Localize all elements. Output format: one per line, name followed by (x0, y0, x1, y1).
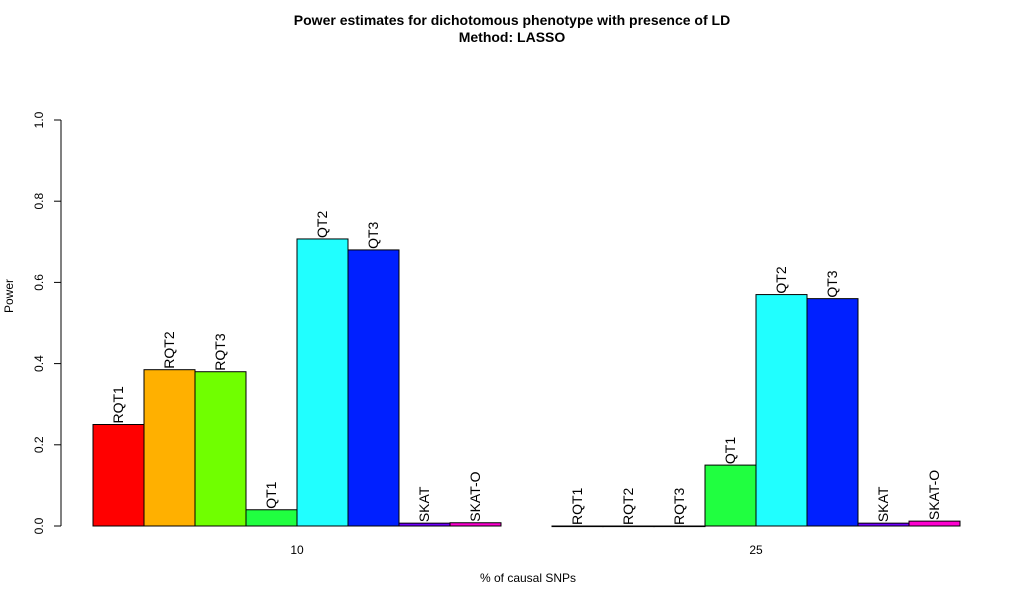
x-tick-label: 10 (290, 543, 304, 557)
bar (398, 522, 451, 527)
chart-title: Power estimates for dichotomous phenotyp… (293, 12, 731, 28)
bar (653, 525, 706, 528)
bar-label: RQT3 (212, 333, 228, 371)
bar (449, 522, 502, 527)
bar-label: QT1 (722, 437, 738, 464)
y-axis-title: Power (2, 279, 16, 313)
bar-label: SKAT-O (926, 470, 942, 520)
bar-label: QT3 (365, 221, 381, 248)
y-tick-label: 0.0 (32, 517, 46, 534)
bar (857, 522, 910, 527)
bar-label: QT2 (314, 211, 330, 238)
bar (245, 509, 298, 527)
chart-subtitle: Method: LASSO (458, 29, 566, 45)
bar (806, 298, 859, 527)
bar (704, 464, 757, 527)
bar-label: QT3 (824, 270, 840, 297)
bar-label: SKAT-O (467, 471, 483, 521)
bar-label: QT1 (263, 481, 279, 508)
y-tick-label: 0.4 (32, 355, 46, 372)
bar (296, 238, 349, 527)
bar (755, 294, 808, 527)
bars: RQT1 RQT2 RQT3 QT1 QT2 QT3 SKAT SKAT-O RQT1 RQT2 R… (92, 211, 961, 528)
bar (143, 369, 196, 527)
x-axis-title: % of causal SNPs (480, 571, 576, 585)
bar (92, 424, 145, 527)
bar-label: RQT3 (671, 487, 687, 525)
bar-label: SKAT (875, 486, 891, 522)
x-axis-tick-labels: 10 25 (290, 543, 763, 557)
y-tick-label: 0.8 (32, 193, 46, 210)
bar-label: RQT2 (620, 487, 636, 525)
bar (908, 520, 961, 527)
bar (194, 371, 247, 527)
y-tick-label: 1.0 (32, 111, 46, 128)
bar-label: RQT2 (161, 331, 177, 369)
bar-label: RQT1 (569, 487, 585, 525)
y-tick-label: 0.2 (32, 436, 46, 453)
bar-label: RQT1 (110, 386, 126, 424)
bar (602, 525, 655, 528)
bar (347, 249, 400, 527)
bar-label: QT2 (773, 266, 789, 293)
x-tick-label: 25 (749, 543, 763, 557)
y-tick-label: 0.6 (32, 274, 46, 291)
y-axis: 0.0 0.2 0.4 0.6 0.8 1.0 (32, 111, 62, 534)
bar-label: SKAT (416, 486, 432, 522)
bar (551, 525, 604, 528)
